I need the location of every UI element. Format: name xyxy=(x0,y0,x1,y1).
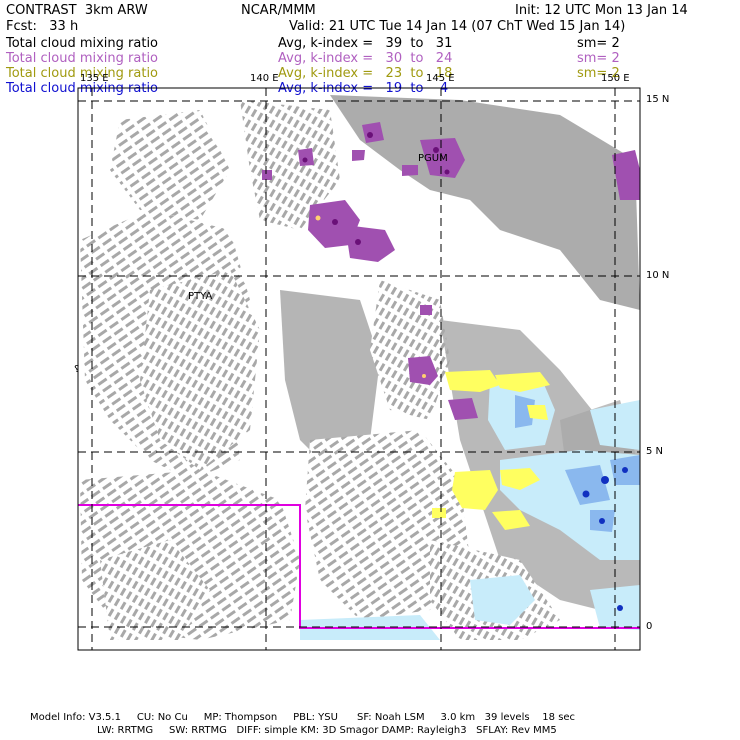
lon-label-140: 140 E xyxy=(250,73,279,84)
grey-cloud-layer xyxy=(80,95,640,640)
field-name-1: Total cloud mixing ratio xyxy=(6,36,159,51)
station-ptya: PTYA xyxy=(188,291,212,302)
field-range-3: Avg, k-index = 23 to 18 xyxy=(278,66,453,81)
subregion-outline xyxy=(78,504,640,629)
map-frame xyxy=(77,87,641,651)
init-time: Init: 12 UTC Mon 13 Jan 14 xyxy=(515,3,688,18)
field-name-2: Total cloud mixing ratio xyxy=(6,51,159,66)
model-info-line1: Model Info: V3.5.1 CU: No Cu MP: Thompso… xyxy=(30,712,576,723)
yellow-cloud-layer xyxy=(432,370,550,530)
model-info-line2: LW: RRTMG SW: RRTMG DIFF: simple KM: 3D … xyxy=(97,725,557,736)
lon-label-135: 135 E xyxy=(80,73,109,84)
forecast-hour: Fcst: 33 h xyxy=(6,19,79,34)
purple-cloud-layer xyxy=(262,122,640,420)
field-sm-2: sm= 2 xyxy=(577,51,620,66)
field-range-1: Avg, k-index = 39 to 31 xyxy=(278,36,453,51)
field-sm-1: sm= 2 xyxy=(577,36,620,51)
lat-label-15: 15 N xyxy=(646,94,670,105)
field-range-2: Avg, k-index = 30 to 24 xyxy=(278,51,453,66)
lat-label-5: 5 N xyxy=(646,446,664,457)
lon-label-150: 150 E xyxy=(601,73,630,84)
frame-edge-mark: ⸮ xyxy=(74,364,79,375)
latlon-grid xyxy=(78,88,640,650)
field-sm-3: sm= 2 xyxy=(577,66,620,81)
cloud-field xyxy=(78,88,640,650)
station-pgum: PGUM xyxy=(418,153,448,164)
model-title: CONTRAST 3km ARW xyxy=(6,3,148,18)
field-name-3: Total cloud mixing ratio xyxy=(6,66,159,81)
lon-label-145: 145 E xyxy=(426,73,455,84)
lat-label-10: 10 N xyxy=(646,270,670,281)
lat-label-0: 0 xyxy=(646,621,653,632)
organization-label: NCAR/MMM xyxy=(241,3,316,18)
valid-time: Valid: 21 UTC Tue 14 Jan 14 (07 ChT Wed … xyxy=(289,19,626,34)
